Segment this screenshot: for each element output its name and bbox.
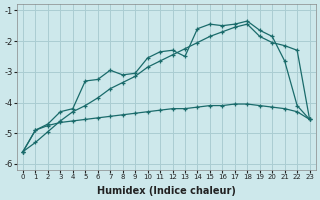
X-axis label: Humidex (Indice chaleur): Humidex (Indice chaleur) [97, 186, 236, 196]
